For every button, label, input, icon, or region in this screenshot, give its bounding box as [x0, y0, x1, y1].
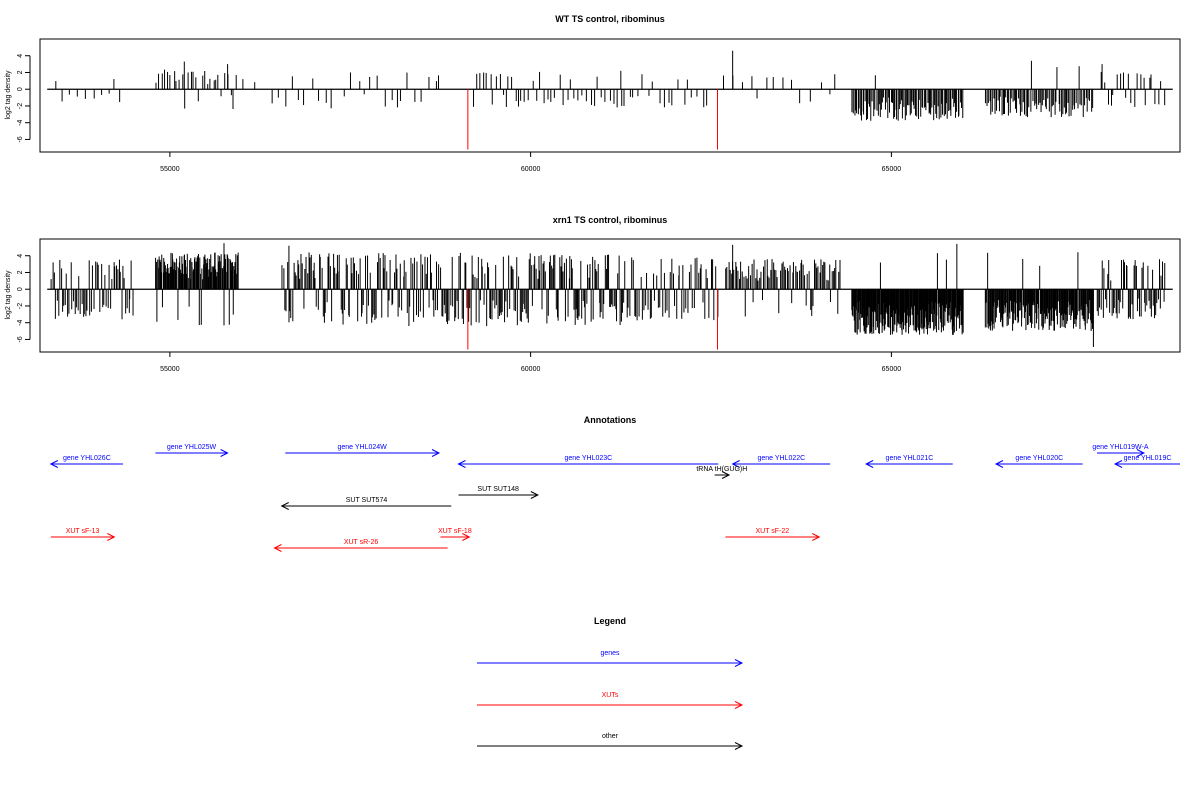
legend-label: other — [602, 733, 619, 740]
annotation-arrow-arrowhead — [812, 533, 821, 541]
annotation-features: gene YHL026C gene YHL025W gene YHL024W gene… — [49, 444, 1180, 552]
legend-label: genes — [600, 650, 620, 657]
xrn1-x-axis: 55000 60000 65000 — [160, 352, 901, 373]
legend-items: genes XUTs other — [477, 650, 744, 750]
legend-arrow-arrowhead — [734, 701, 744, 709]
annotation-arrow-arrowhead — [280, 502, 289, 510]
wt-y-tick-label: -4 — [17, 119, 24, 125]
xrn1-y-axis-label: log2 tag density — [5, 270, 12, 320]
xrn1-y-tick-label: 4 — [17, 254, 24, 258]
annotations-title: Annotations — [584, 415, 637, 425]
xrn1-x-tick-label: 60000 — [521, 366, 541, 373]
annotation-arrow-arrowhead — [530, 491, 539, 499]
annotation-arrow-arrowhead — [431, 449, 441, 457]
legend-arrow-arrowhead — [734, 659, 744, 667]
annotation-arrow-arrowhead — [457, 460, 466, 468]
annotation-arrow-arrowhead — [865, 460, 874, 468]
wt-highlight-lines — [467, 89, 719, 150]
xrn1-x-tick-label: 55000 — [160, 366, 180, 373]
annotation-arrow-arrowhead — [273, 544, 282, 552]
annotation-feature: XUT sF-22 — [725, 528, 821, 541]
annotation-label: XUT sF-22 — [755, 528, 789, 535]
wt-density-bars — [55, 50, 1166, 121]
wt-density-panel: WT TS control, ribominus log2 tag densit… — [5, 14, 1181, 173]
wt-y-axis: -6 -4 -2 0 2 4 — [17, 54, 31, 143]
annotation-label: gene YHL021C — [886, 455, 934, 462]
annotation-label: gene YHL025W — [167, 444, 217, 451]
legend-item: genes — [477, 650, 744, 667]
xrn1-y-tick-label: 2 — [17, 270, 24, 274]
annotation-feature: gene YHL025W — [155, 444, 229, 457]
annotation-feature: XUT sF-13 — [50, 528, 116, 541]
wt-x-tick-label: 60000 — [521, 166, 541, 173]
wt-panel-title: WT TS control, ribominus — [555, 14, 665, 24]
annotation-label: gene YHL020C — [1015, 455, 1063, 462]
annotation-label: gene YHL024W — [338, 444, 388, 451]
xrn1-y-tick-label: 0 — [17, 287, 24, 291]
annotation-arrow-arrowhead — [220, 449, 229, 457]
annotation-feature: XUT sR-26 — [273, 539, 448, 552]
annotation-label: gene YHL019C — [1124, 455, 1172, 462]
annotation-arrow-arrowhead — [107, 533, 116, 541]
xrn1-highlight-lines — [467, 289, 719, 350]
annotation-feature: XUT sF-18 — [438, 528, 472, 541]
legend-item: other — [477, 733, 744, 750]
legend-title: Legend — [594, 616, 626, 626]
annotation-label: gene YHL019W-A — [1092, 444, 1148, 451]
xrn1-panel-title: xrn1 TS control, ribominus — [553, 215, 668, 225]
annotation-feature: SUT SUT574 — [280, 497, 452, 510]
annotation-feature: gene YHL019C — [1113, 455, 1180, 468]
annotation-arrow-arrowhead — [721, 471, 731, 479]
xrn1-plot-frame — [39, 238, 1181, 353]
annotation-feature: SUT SUT148 — [458, 486, 539, 499]
legend-label: XUTs — [602, 692, 619, 699]
annotation-feature: tRNA tH(GUG)H — [696, 466, 747, 479]
wt-y-tick-label: -6 — [17, 136, 24, 142]
annotation-feature: gene YHL026C — [49, 455, 123, 468]
annotation-label: SUT SUT574 — [346, 497, 388, 504]
wt-plot-frame — [39, 38, 1181, 153]
annotation-arrow-arrowhead — [731, 460, 740, 468]
wt-y-axis-label: log2 tag density — [5, 70, 12, 120]
annotation-feature: gene YHL024W — [285, 444, 441, 457]
annotation-arrow-arrowhead — [462, 533, 471, 541]
annotation-arrow-arrowhead — [49, 460, 59, 468]
wt-y-tick-label: -2 — [17, 103, 24, 109]
annotation-label: gene YHL026C — [63, 455, 111, 462]
annotation-label: XUT sF-18 — [438, 528, 472, 535]
annotation-feature: gene YHL020C — [994, 455, 1083, 468]
annotation-label: SUT SUT148 — [477, 486, 519, 493]
annotation-arrow-arrowhead — [994, 460, 1004, 468]
xrn1-y-tick-label: -2 — [17, 303, 24, 309]
annotation-label: XUT sF-13 — [66, 528, 100, 535]
annotation-arrow-arrowhead — [1113, 460, 1123, 468]
wt-y-tick-label: 2 — [17, 70, 24, 74]
xrn1-density-bars — [50, 243, 1166, 347]
xrn1-x-tick-label: 65000 — [882, 366, 902, 373]
annotation-label: gene YHL022C — [757, 455, 805, 462]
annotation-label: XUT sR-26 — [344, 539, 379, 546]
legend-arrow-arrowhead — [734, 742, 744, 750]
wt-y-tick-label: 4 — [17, 54, 24, 58]
wt-x-axis: 55000 60000 65000 — [160, 152, 901, 173]
annotation-feature: gene YHL023C — [457, 455, 719, 468]
legend: Legend genes XUTs other — [477, 616, 744, 750]
xrn1-density-panel: xrn1 TS control, ribominus log2 tag dens… — [5, 215, 1181, 373]
annotation-feature: gene YHL019W-A — [1092, 444, 1149, 457]
annotation-label: tRNA tH(GUG)H — [696, 466, 747, 473]
annotation-label: gene YHL023C — [564, 455, 612, 462]
xrn1-y-tick-label: -6 — [17, 336, 24, 342]
legend-item: XUTs — [477, 692, 744, 709]
wt-x-tick-label: 55000 — [160, 166, 180, 173]
xrn1-y-tick-label: -4 — [17, 319, 24, 325]
annotation-feature: gene YHL022C — [731, 455, 831, 468]
annotation-arrow-arrowhead — [1136, 449, 1146, 457]
wt-x-tick-label: 65000 — [882, 166, 902, 173]
xrn1-y-axis: -6 -4 -2 0 2 4 — [17, 254, 31, 343]
wt-y-tick-label: 0 — [17, 87, 24, 91]
annotation-feature: gene YHL021C — [865, 455, 953, 468]
